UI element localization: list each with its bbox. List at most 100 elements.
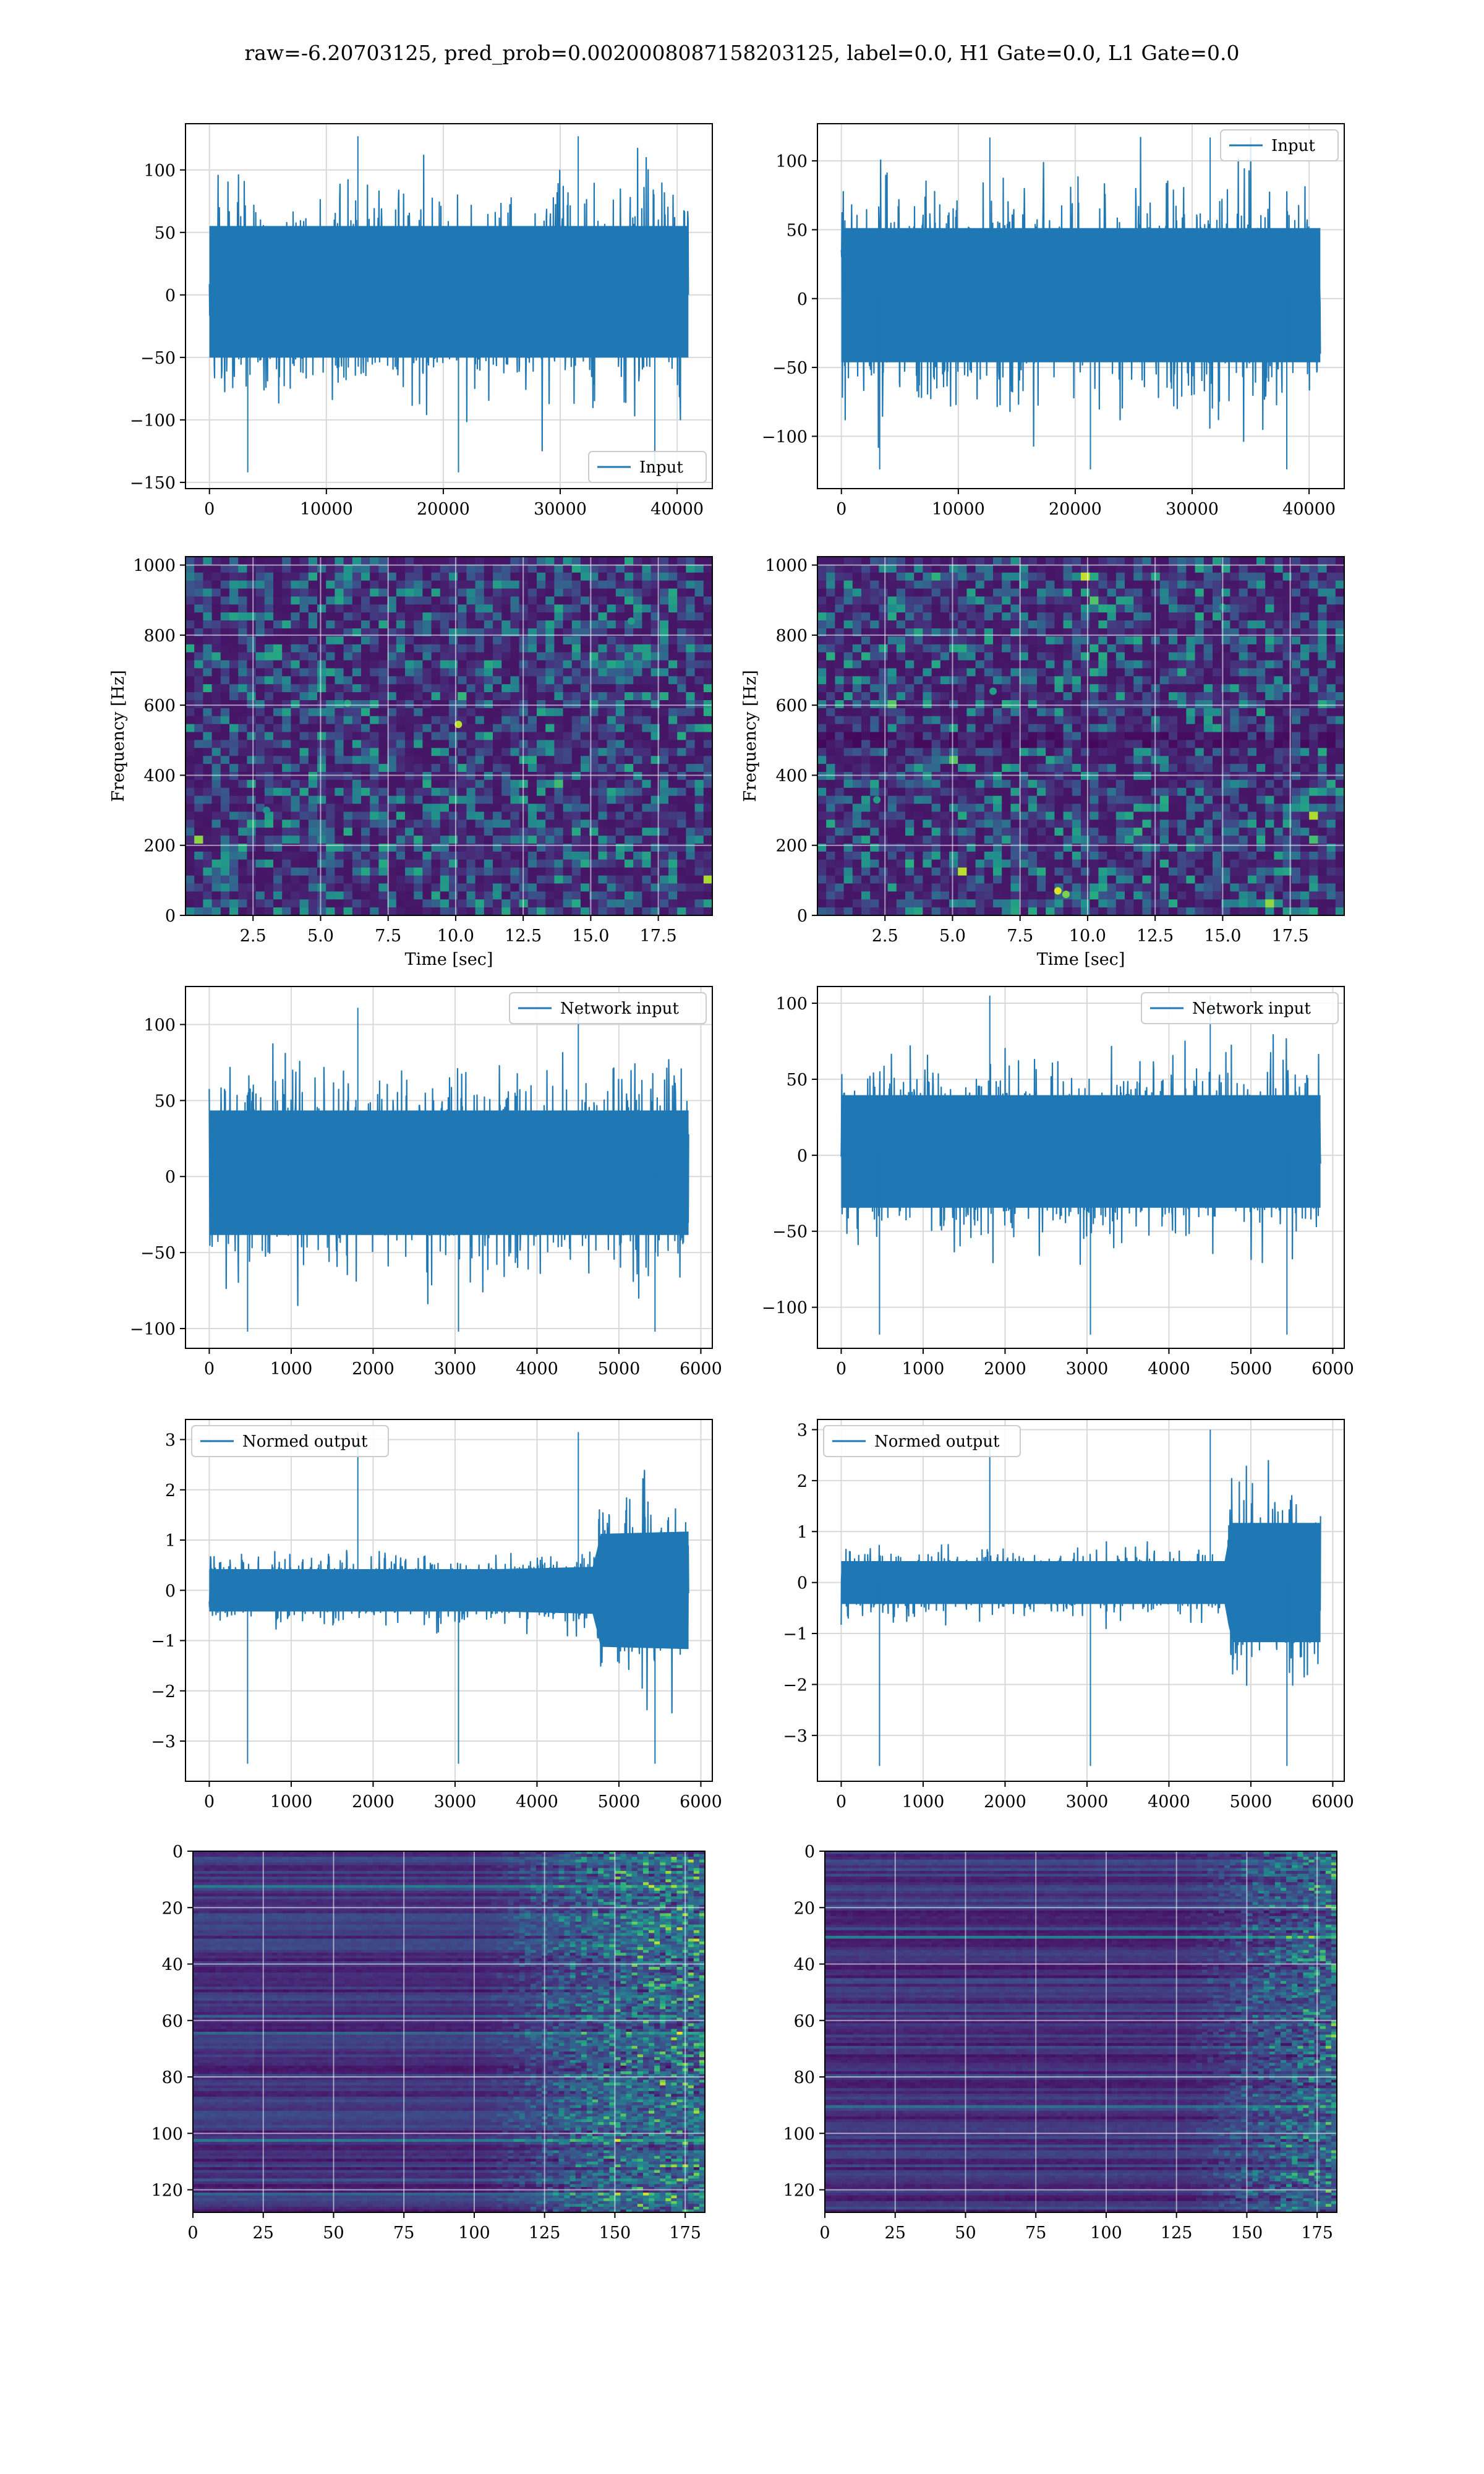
- heat-cell: [1116, 573, 1125, 581]
- heat-cell: [458, 836, 467, 844]
- heat-cell: [335, 899, 344, 907]
- heat-cell: [335, 692, 344, 700]
- heat-cell: [440, 676, 450, 684]
- heat-cell: [493, 836, 502, 844]
- heat-cell: [668, 589, 678, 597]
- heat-cell: [309, 581, 318, 589]
- heat-cell: [229, 565, 239, 573]
- heat-cell: [905, 604, 915, 612]
- heat-cell: [493, 852, 502, 860]
- heat-cell: [229, 700, 239, 708]
- heat-cell: [940, 804, 950, 812]
- heat-cell: [537, 589, 546, 597]
- heat-cell: [273, 899, 283, 907]
- heat-cell: [940, 676, 950, 684]
- heat-cell: [432, 907, 441, 915]
- heat-cell: [317, 772, 326, 780]
- heat-cell: [344, 692, 353, 700]
- heat-cell: [545, 589, 555, 597]
- heat-cell: [1037, 581, 1046, 589]
- heat-cell: [633, 612, 642, 620]
- heat-cell: [905, 788, 915, 796]
- heat-cell: [633, 636, 642, 644]
- heat-cell: [265, 581, 274, 589]
- heat-cell: [396, 828, 406, 836]
- heat-cell: [405, 716, 414, 724]
- heat-cell: [309, 852, 318, 860]
- heat-cell: [422, 836, 432, 844]
- heat-cell: [677, 612, 686, 620]
- heat-cell: [309, 780, 318, 788]
- heat-cell: [317, 780, 326, 788]
- heat-cell: [458, 796, 467, 804]
- heat-cell: [326, 708, 335, 716]
- heat-cell: [432, 780, 441, 788]
- heat-cell: [528, 796, 537, 804]
- heat-cell: [1072, 565, 1081, 573]
- heat-cell: [326, 748, 335, 756]
- heat-cell: [203, 811, 212, 820]
- heat-cell: [844, 676, 853, 684]
- heat-cell: [186, 836, 195, 844]
- heat-cell: [914, 653, 923, 661]
- heat-cell: [949, 740, 958, 748]
- heat-cell: [607, 868, 616, 876]
- heat-cell: [291, 796, 300, 804]
- heat-cell: [923, 684, 932, 692]
- heat-cell: [440, 860, 450, 868]
- heat-cell: [572, 692, 581, 700]
- heat-cell: [388, 589, 397, 597]
- heat-cell: [1020, 804, 1029, 812]
- heat-cell: [668, 868, 678, 876]
- heat-cell: [396, 589, 406, 597]
- heat-cell: [1195, 811, 1205, 820]
- heat-cell: [432, 589, 441, 597]
- heat-cell: [1081, 676, 1090, 684]
- heat-cell: [993, 644, 1002, 653]
- heat-cell: [1002, 724, 1011, 732]
- heat-cell: [958, 716, 967, 724]
- heat-cell: [282, 644, 291, 653]
- heat-cell: [1142, 684, 1151, 692]
- heat-cell: [554, 907, 563, 915]
- heat-cell: [1300, 668, 1310, 676]
- heat-cell: [291, 740, 300, 748]
- heat-cell: [545, 557, 555, 565]
- heat-cell: [1248, 780, 1257, 788]
- heat-cell: [1239, 820, 1248, 828]
- heat-cell: [273, 740, 283, 748]
- heat-cell: [475, 620, 485, 628]
- heat-cell: [247, 780, 256, 788]
- heat-cell: [1300, 820, 1310, 828]
- heat-cell: [932, 820, 941, 828]
- heat-cell: [966, 740, 976, 748]
- heat-cell: [1090, 636, 1099, 644]
- heat-cell: [642, 668, 651, 676]
- heat-cell: [466, 557, 475, 565]
- heat-cell: [905, 612, 915, 620]
- heat-cell: [1064, 828, 1073, 836]
- heat-cell: [598, 581, 607, 589]
- heat-cell: [317, 732, 326, 740]
- heat-cell: [1072, 836, 1081, 844]
- heat-cell: [458, 661, 467, 669]
- heat-cell: [1037, 620, 1046, 628]
- heat-cell: [607, 756, 616, 764]
- heat-cell: [1309, 565, 1318, 573]
- heat-cell: [1195, 716, 1205, 724]
- heat-cell: [501, 565, 511, 573]
- heat-cell: [475, 644, 485, 653]
- heat-cell: [1300, 661, 1310, 669]
- heat-cell: [1230, 612, 1239, 620]
- heat-cell: [194, 724, 203, 732]
- heat-cell: [309, 756, 318, 764]
- heat-cell: [1081, 756, 1090, 764]
- heat-cell: [905, 780, 915, 788]
- heat-cell: [282, 907, 291, 915]
- x-tick-label: 20000: [417, 500, 470, 519]
- heat-cell: [861, 604, 871, 612]
- heat-cell: [966, 748, 976, 756]
- heat-cell: [291, 589, 300, 597]
- heat-cell: [1186, 644, 1195, 653]
- heat-cell: [1265, 604, 1274, 612]
